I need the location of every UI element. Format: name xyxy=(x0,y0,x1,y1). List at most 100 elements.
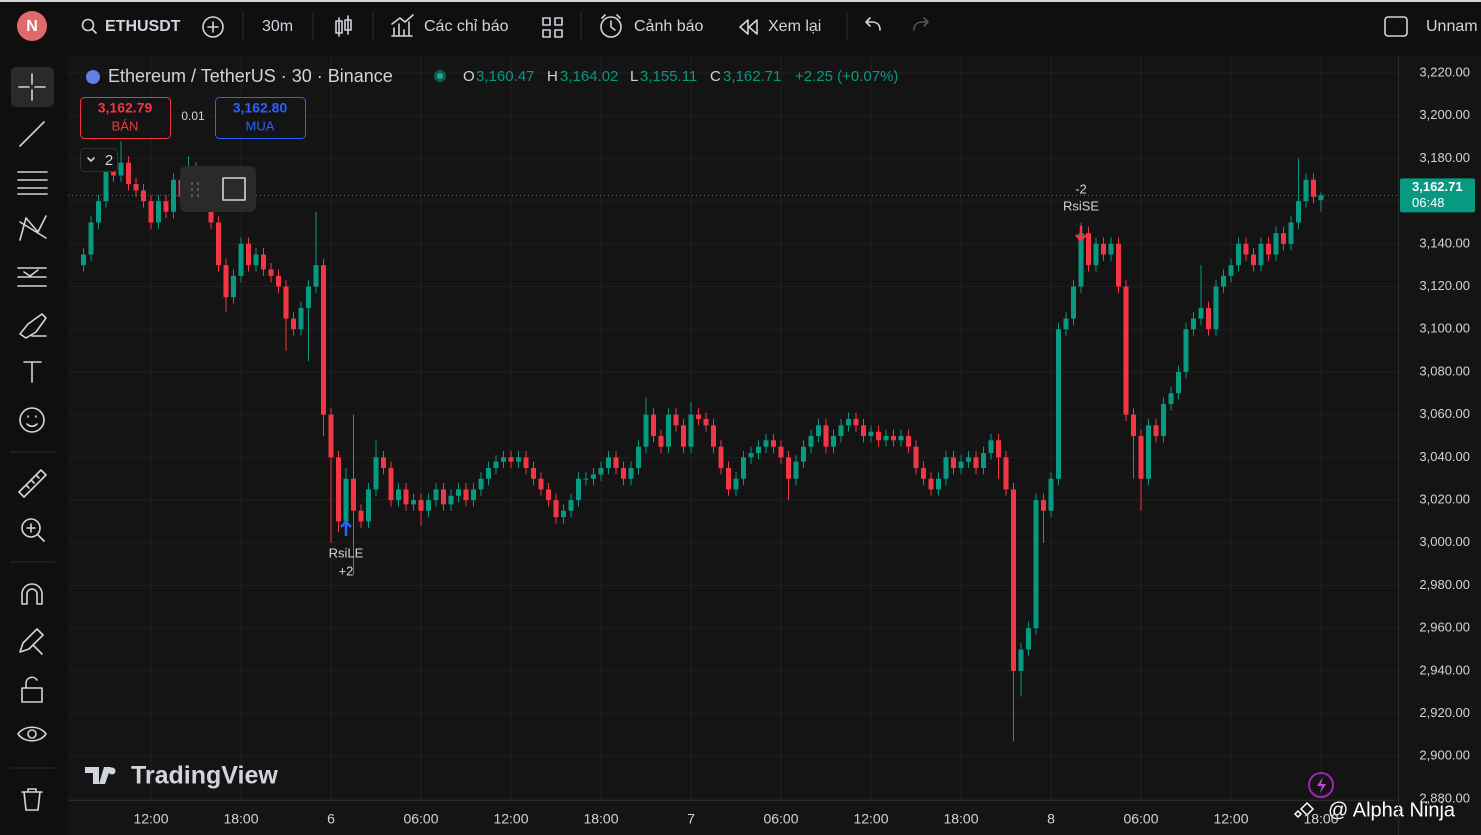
candle-body xyxy=(1086,233,1091,266)
candle-body xyxy=(486,468,491,479)
forecast-tool[interactable] xyxy=(17,267,47,287)
lock-drawings-tool[interactable] xyxy=(19,628,44,655)
interval[interactable]: 30m xyxy=(262,18,293,35)
candle-body xyxy=(358,510,364,522)
crosshair-tool[interactable] xyxy=(18,73,46,101)
candle-body xyxy=(1041,500,1046,511)
emoji-tool[interactable] xyxy=(19,407,45,433)
layout-name[interactable]: Unnam xyxy=(1426,18,1478,35)
y-tick-label: 3,120.00 xyxy=(1419,278,1470,293)
chevron xyxy=(87,157,95,162)
candle-body xyxy=(853,418,859,426)
candle-body xyxy=(793,461,799,479)
avatar[interactable] xyxy=(17,11,47,41)
indicators-toggle[interactable] xyxy=(80,148,118,172)
candle-body xyxy=(726,468,731,490)
replay-button[interactable]: Xem lại xyxy=(768,18,821,35)
trend-line-tool[interactable] xyxy=(19,121,45,147)
candle-body xyxy=(1288,222,1294,244)
x-tick-label: 6 xyxy=(327,811,335,827)
candle-body xyxy=(636,446,641,469)
magnet-tool[interactable] xyxy=(21,583,43,605)
candle-body xyxy=(591,474,596,479)
x-tick-label: 12:00 xyxy=(853,811,888,827)
candle-body xyxy=(1191,318,1196,330)
candle-body xyxy=(921,468,926,479)
candle-body xyxy=(688,414,694,447)
candle-body xyxy=(778,446,784,458)
lock-tool[interactable] xyxy=(21,676,43,703)
x-tick-label: 06:00 xyxy=(403,811,438,827)
candle-body xyxy=(1281,233,1286,244)
left-toolbar xyxy=(10,67,55,811)
y-tick-label: 3,140.00 xyxy=(1419,235,1470,250)
add-symbol[interactable] xyxy=(202,16,224,38)
candle-body xyxy=(411,500,416,505)
templates-icon[interactable] xyxy=(542,17,563,38)
indicators-button[interactable]: Các chỉ báo xyxy=(424,18,509,35)
fib-tool[interactable] xyxy=(17,171,48,195)
chart-type-icon[interactable] xyxy=(335,15,352,37)
zoom-icon xyxy=(26,523,45,542)
candle-body xyxy=(1116,243,1121,287)
candle-body xyxy=(1026,628,1031,650)
text-tool[interactable] xyxy=(23,361,42,383)
candle-body xyxy=(951,457,956,469)
visibility-tool[interactable] xyxy=(17,726,47,742)
candle-body xyxy=(876,431,881,441)
ruler-tool[interactable] xyxy=(18,469,47,498)
candle-body xyxy=(313,265,319,287)
candle-body xyxy=(103,169,109,202)
candle-body xyxy=(433,489,439,501)
candle-body xyxy=(666,414,671,447)
candle-body xyxy=(1168,393,1174,404)
y-tick-label: 3,220.00 xyxy=(1419,64,1470,79)
candle-body xyxy=(1243,243,1249,255)
candle-body xyxy=(718,446,724,469)
candle-body xyxy=(456,489,461,496)
brush-tool[interactable] xyxy=(19,313,47,339)
candle-body xyxy=(943,457,949,479)
candle-body xyxy=(898,436,904,441)
layout-icon[interactable] xyxy=(1384,16,1408,37)
rectangle-tool[interactable] xyxy=(222,177,246,201)
candle-body xyxy=(493,461,499,469)
x-tick-label: 12:00 xyxy=(493,811,528,827)
long-entry-arrow xyxy=(340,520,352,536)
delete-tool[interactable] xyxy=(21,788,43,811)
bolt-icon xyxy=(1317,777,1326,793)
candle-body xyxy=(471,489,476,501)
candle-body xyxy=(1108,243,1114,255)
candle-body xyxy=(1138,436,1144,479)
candle-body xyxy=(1056,329,1061,479)
x-tick-label: 12:00 xyxy=(1213,811,1248,827)
symbol[interactable]: ETHUSDT xyxy=(105,18,181,35)
zoom-tool[interactable] xyxy=(21,518,41,538)
visibility-icon xyxy=(27,729,37,739)
search-icon xyxy=(91,28,97,34)
candle-body xyxy=(1131,414,1136,436)
candle-body xyxy=(321,265,326,415)
redo[interactable] xyxy=(913,17,929,31)
drag-handle[interactable] xyxy=(191,182,199,197)
candle-body xyxy=(1153,425,1159,436)
candle-body xyxy=(643,414,649,447)
chart-legend: Ethereum / TetherUS · 30 · Binance O 3,1… xyxy=(86,66,898,86)
indicator-count: 2 xyxy=(105,152,113,169)
buy-button[interactable] xyxy=(215,97,306,139)
candle-body xyxy=(171,179,176,212)
sell-label: BÁN xyxy=(112,118,139,133)
candle-body xyxy=(1221,275,1226,287)
pattern-tool[interactable] xyxy=(19,215,47,241)
short-entry-qty: -2 xyxy=(1075,181,1087,196)
sell-button[interactable] xyxy=(80,97,171,139)
y-tick-label: 2,900.00 xyxy=(1419,748,1470,763)
candle-body xyxy=(216,222,221,266)
alerts-button[interactable]: Cảnh báo xyxy=(634,18,703,35)
bolt-button[interactable] xyxy=(1308,772,1334,798)
undo[interactable] xyxy=(865,17,881,31)
candle-body xyxy=(808,436,814,447)
candle-body xyxy=(673,414,679,426)
y-tick-label: 2,920.00 xyxy=(1419,705,1470,720)
candle-body xyxy=(366,489,371,522)
